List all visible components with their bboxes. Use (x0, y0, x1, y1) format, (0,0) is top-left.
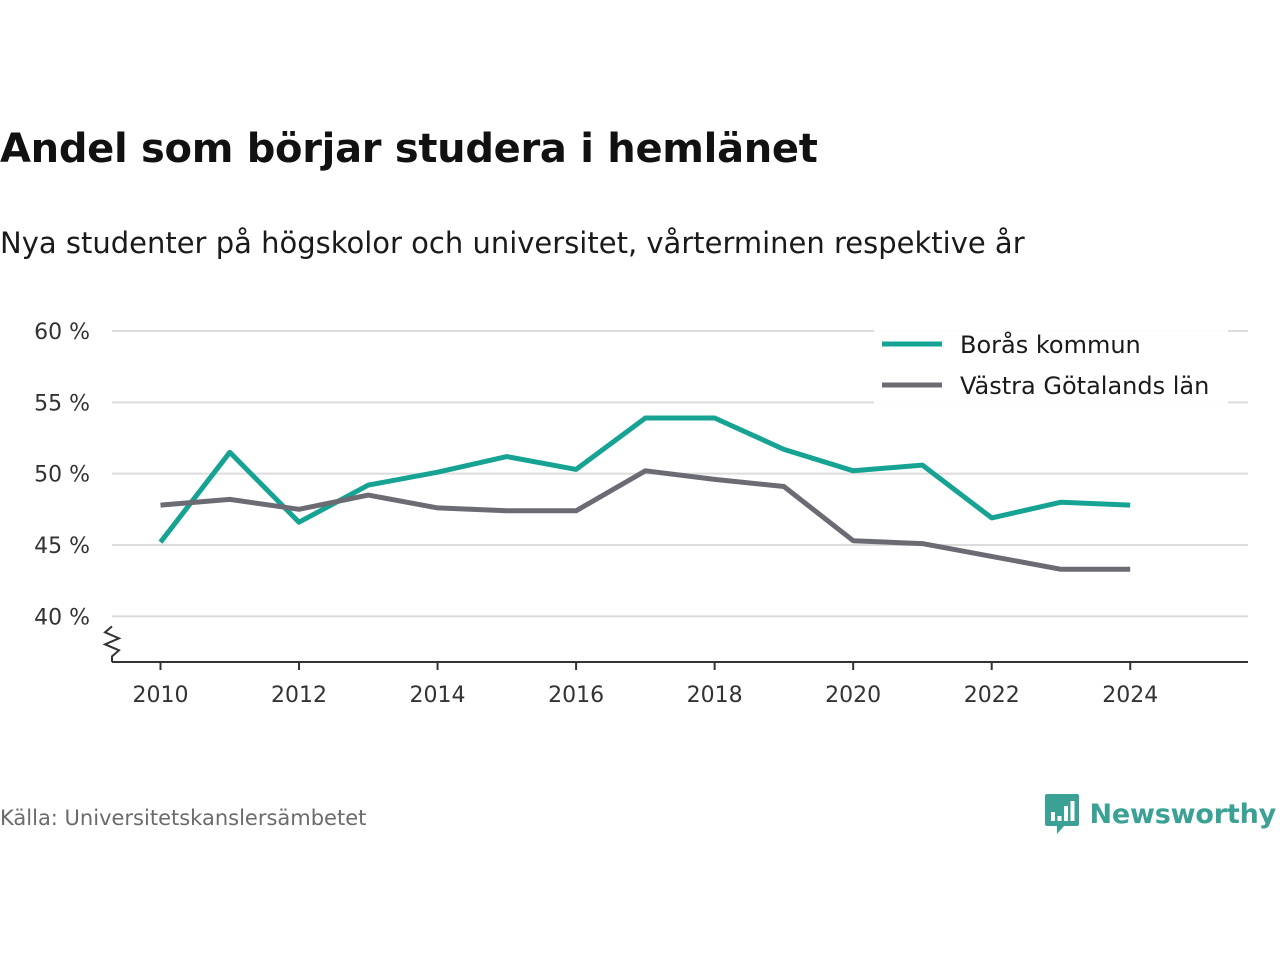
y-tick-label: 55 % (34, 391, 90, 416)
chart-subtitle: Nya studenter på högskolor och universit… (0, 226, 1025, 260)
y-tick-label: 50 % (34, 463, 90, 488)
x-tick-label: 2012 (271, 683, 327, 708)
legend-label: Borås kommun (960, 330, 1141, 359)
x-tick-label: 2010 (132, 683, 188, 708)
axes: 40 % 45 % 50 % 55 % 60 % 2010 2012 2014 2016 2018… (34, 320, 1248, 708)
x-tick-label: 2020 (825, 683, 881, 708)
series-line-boras-kommun (158, 415, 1131, 544)
newsworthy-logo-icon (1044, 794, 1079, 834)
y-tick-label: 45 % (34, 534, 90, 559)
series-lines (158, 415, 1131, 572)
source-note: Källa: Universitetskanslersämbetet (0, 806, 367, 830)
legend-label: Västra Götalands län (960, 372, 1209, 400)
x-tick-label: 2018 (687, 683, 743, 708)
legend: Borås kommun Västra Götalands län (874, 330, 1228, 404)
x-tick-label: 2016 (548, 683, 604, 708)
chart-title: Andel som börjar studera i hemlänet (0, 126, 818, 172)
line-chart: 40 % 45 % 50 % 55 % 60 % 2010 2012 2014 2016 2018… (34, 320, 1248, 708)
x-tick-label: 2014 (410, 683, 466, 708)
x-tick-label: 2022 (964, 683, 1020, 708)
y-tick-label: 60 % (34, 320, 90, 345)
y-axis-break (102, 625, 122, 662)
newsworthy-brand[interactable]: Newsworthy (1044, 792, 1276, 836)
brand-name: Newsworthy (1089, 798, 1277, 830)
x-tick-label: 2024 (1102, 683, 1158, 708)
y-tick-label: 40 % (34, 605, 90, 630)
